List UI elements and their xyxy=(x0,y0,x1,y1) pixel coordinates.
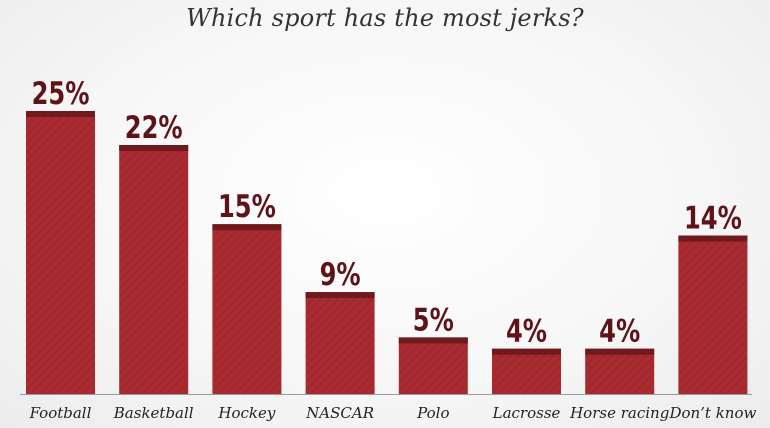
bar-cap xyxy=(678,235,748,242)
category-label: Football xyxy=(29,404,92,422)
bar-cap xyxy=(119,145,189,151)
bar-cap xyxy=(212,224,282,231)
category-label: Polo xyxy=(416,404,449,422)
value-labels-layer: 25% 22% 15% 9% 5% 4% 4% 14% xyxy=(32,75,742,349)
category-label: NASCAR xyxy=(305,404,374,422)
bar-football xyxy=(26,111,95,394)
category-label: Basketball xyxy=(113,404,194,422)
bar-lacrosse xyxy=(492,348,561,394)
bar-polo xyxy=(398,337,468,394)
value-label: 5% xyxy=(413,301,454,338)
value-label: 4% xyxy=(506,313,547,350)
chart-title: Which sport has the most jerks? xyxy=(186,4,584,32)
value-label: 4% xyxy=(599,313,640,350)
bar-horse-racing xyxy=(585,348,655,394)
bar-cap xyxy=(398,337,468,344)
category-label: Hockey xyxy=(217,404,275,422)
category-label: Don’t know xyxy=(668,404,756,422)
category-labels-layer: Football Basketball Hockey NASCAR Polo Lacros… xyxy=(29,404,757,422)
value-label: 22% xyxy=(125,109,183,146)
value-label: 9% xyxy=(320,256,361,293)
bar-cap xyxy=(305,292,375,299)
bar-cap xyxy=(26,111,95,117)
value-label: 14% xyxy=(684,200,742,237)
bar-hockey xyxy=(212,224,282,394)
bar-basketball xyxy=(119,145,189,394)
value-label: 15% xyxy=(218,188,276,225)
category-label: Lacrosse xyxy=(492,404,561,422)
category-label: Horse racing xyxy=(569,404,669,422)
value-label: 25% xyxy=(32,75,90,112)
bars-layer xyxy=(20,111,752,395)
bar-don-t-know xyxy=(678,235,748,394)
bar-nascar xyxy=(305,292,375,394)
bar-cap xyxy=(585,348,655,355)
bar-cap xyxy=(492,348,561,355)
